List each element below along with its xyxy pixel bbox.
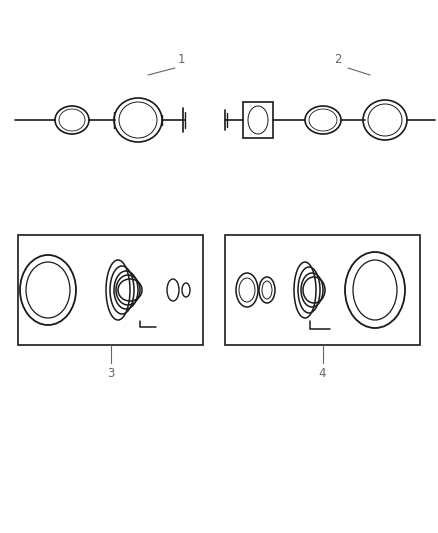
Text: 3: 3 [107,367,114,380]
Bar [18,235,203,345]
Bar [243,102,273,138]
Text: 4: 4 [319,367,326,380]
Bar [225,235,420,345]
Text: 2: 2 [335,53,342,66]
Text: 1: 1 [178,53,186,66]
